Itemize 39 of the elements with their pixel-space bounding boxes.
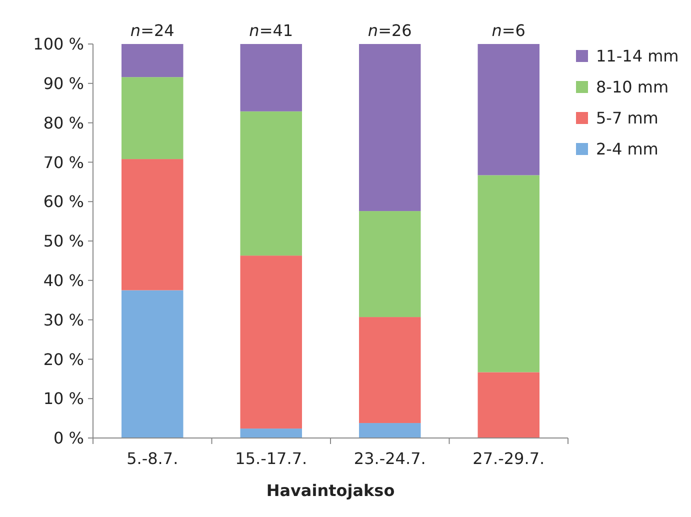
legend-label: 5-7 mm bbox=[596, 108, 658, 128]
x-tick-label: 15.-17.7. bbox=[235, 449, 308, 468]
y-tick-label: 90 % bbox=[43, 74, 84, 93]
bar bbox=[240, 256, 302, 429]
bar bbox=[122, 77, 184, 160]
x-tick-label: 5.-8.7. bbox=[126, 449, 178, 468]
bar bbox=[359, 44, 421, 212]
annotation: n=26 bbox=[368, 21, 412, 40]
y-tick-label: 10 % bbox=[43, 389, 84, 408]
y-tick-label: 70 % bbox=[43, 152, 84, 172]
bar bbox=[122, 44, 184, 78]
bar bbox=[478, 175, 540, 372]
bar bbox=[478, 372, 540, 438]
x-axis-title: Havaintojakso bbox=[266, 481, 395, 500]
bar bbox=[478, 44, 540, 176]
x-tick-label: 23.-24.7. bbox=[354, 449, 426, 468]
x-tick-label: 27.-29.7. bbox=[472, 449, 545, 468]
bar bbox=[122, 290, 184, 438]
bar bbox=[240, 111, 302, 256]
bar bbox=[359, 423, 421, 438]
annotation: n=41 bbox=[249, 21, 294, 40]
y-tick-label: 60 % bbox=[43, 192, 84, 212]
y-tick-label: 50 % bbox=[43, 232, 84, 251]
legend-label: 8-10 mm bbox=[596, 78, 669, 97]
annotation: n=24 bbox=[130, 21, 174, 40]
bar bbox=[359, 211, 421, 318]
annotation: n=6 bbox=[492, 21, 526, 40]
bar bbox=[240, 428, 302, 438]
y-tick-label: 30 % bbox=[43, 310, 84, 330]
y-tick-label: 40 % bbox=[43, 271, 84, 290]
bar bbox=[359, 317, 421, 424]
bar bbox=[122, 159, 184, 290]
legend-label: 2-4 mm bbox=[596, 140, 658, 159]
y-tick-label: 80 % bbox=[43, 113, 84, 132]
y-tick-label: 100 % bbox=[33, 34, 84, 54]
bar bbox=[240, 44, 302, 112]
y-tick-label: 0 % bbox=[54, 428, 84, 448]
legend-label: 11-14 mm bbox=[596, 46, 679, 66]
y-tick-label: 20 % bbox=[43, 350, 84, 369]
